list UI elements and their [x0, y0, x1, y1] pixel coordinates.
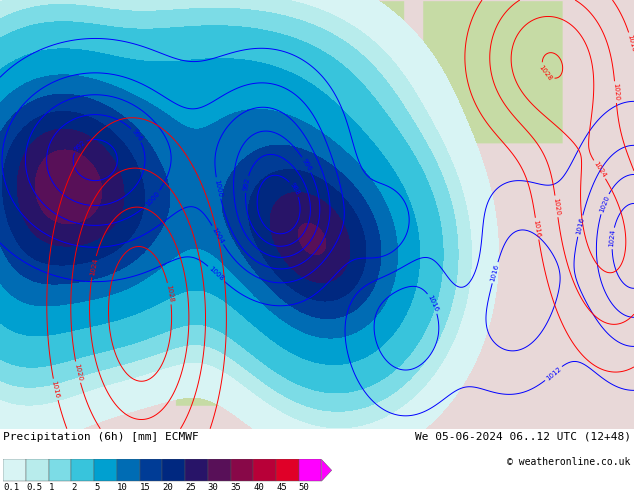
Text: 1024: 1024	[609, 229, 616, 247]
Text: 1020: 1020	[552, 197, 560, 216]
Bar	[162, 460, 185, 481]
Bar	[139, 460, 162, 481]
Text: © weatheronline.co.uk: © weatheronline.co.uk	[507, 458, 631, 467]
Text: 1012: 1012	[545, 366, 562, 382]
Bar	[299, 460, 321, 481]
Text: 1000: 1000	[214, 178, 223, 197]
Text: 992: 992	[242, 177, 250, 192]
Text: We 05-06-2024 06..12 UTC (12+48): We 05-06-2024 06..12 UTC (12+48)	[415, 432, 631, 442]
Polygon shape	[321, 460, 332, 481]
Text: 1024: 1024	[592, 160, 607, 179]
Text: 0.1: 0.1	[3, 483, 19, 490]
Text: 1004: 1004	[210, 226, 225, 245]
Text: 988: 988	[288, 182, 301, 196]
Text: 1028: 1028	[538, 64, 553, 81]
Text: 5: 5	[94, 483, 100, 490]
Bar	[26, 460, 49, 481]
Bar	[276, 460, 299, 481]
Text: 1000: 1000	[145, 190, 161, 208]
Text: 1028: 1028	[165, 284, 174, 303]
Text: 20: 20	[162, 483, 173, 490]
Text: 1016: 1016	[533, 220, 541, 238]
Text: 1008: 1008	[207, 266, 224, 282]
Text: 1024: 1024	[89, 257, 98, 276]
Text: 2: 2	[72, 483, 77, 490]
Text: 1: 1	[49, 483, 54, 490]
Text: 1020: 1020	[73, 363, 83, 382]
Bar	[72, 460, 94, 481]
Text: 1016: 1016	[489, 263, 500, 282]
Text: 40: 40	[253, 483, 264, 490]
Bar	[231, 460, 253, 481]
Text: 992: 992	[72, 139, 86, 152]
Text: 996: 996	[130, 128, 143, 143]
Text: 1016: 1016	[575, 217, 585, 236]
Bar	[253, 460, 276, 481]
Text: 10: 10	[117, 483, 127, 490]
Bar	[117, 460, 139, 481]
Text: Precipitation (6h) [mm] ECMWF: Precipitation (6h) [mm] ECMWF	[3, 432, 199, 442]
Text: 30: 30	[208, 483, 219, 490]
Text: 1016: 1016	[427, 294, 439, 313]
Text: 1020: 1020	[598, 195, 611, 213]
Text: 45: 45	[276, 483, 287, 490]
Text: 1016: 1016	[51, 380, 60, 399]
Bar	[94, 460, 117, 481]
Text: 15: 15	[139, 483, 150, 490]
Bar	[208, 460, 231, 481]
Text: 0.5: 0.5	[26, 483, 42, 490]
Text: 35: 35	[231, 483, 242, 490]
Text: 50: 50	[299, 483, 309, 490]
Bar	[185, 460, 208, 481]
Text: 1020: 1020	[612, 83, 619, 101]
Bar	[49, 460, 72, 481]
Text: 996: 996	[301, 157, 313, 172]
Bar	[3, 460, 26, 481]
Text: 1016: 1016	[626, 33, 634, 52]
Text: 25: 25	[185, 483, 196, 490]
